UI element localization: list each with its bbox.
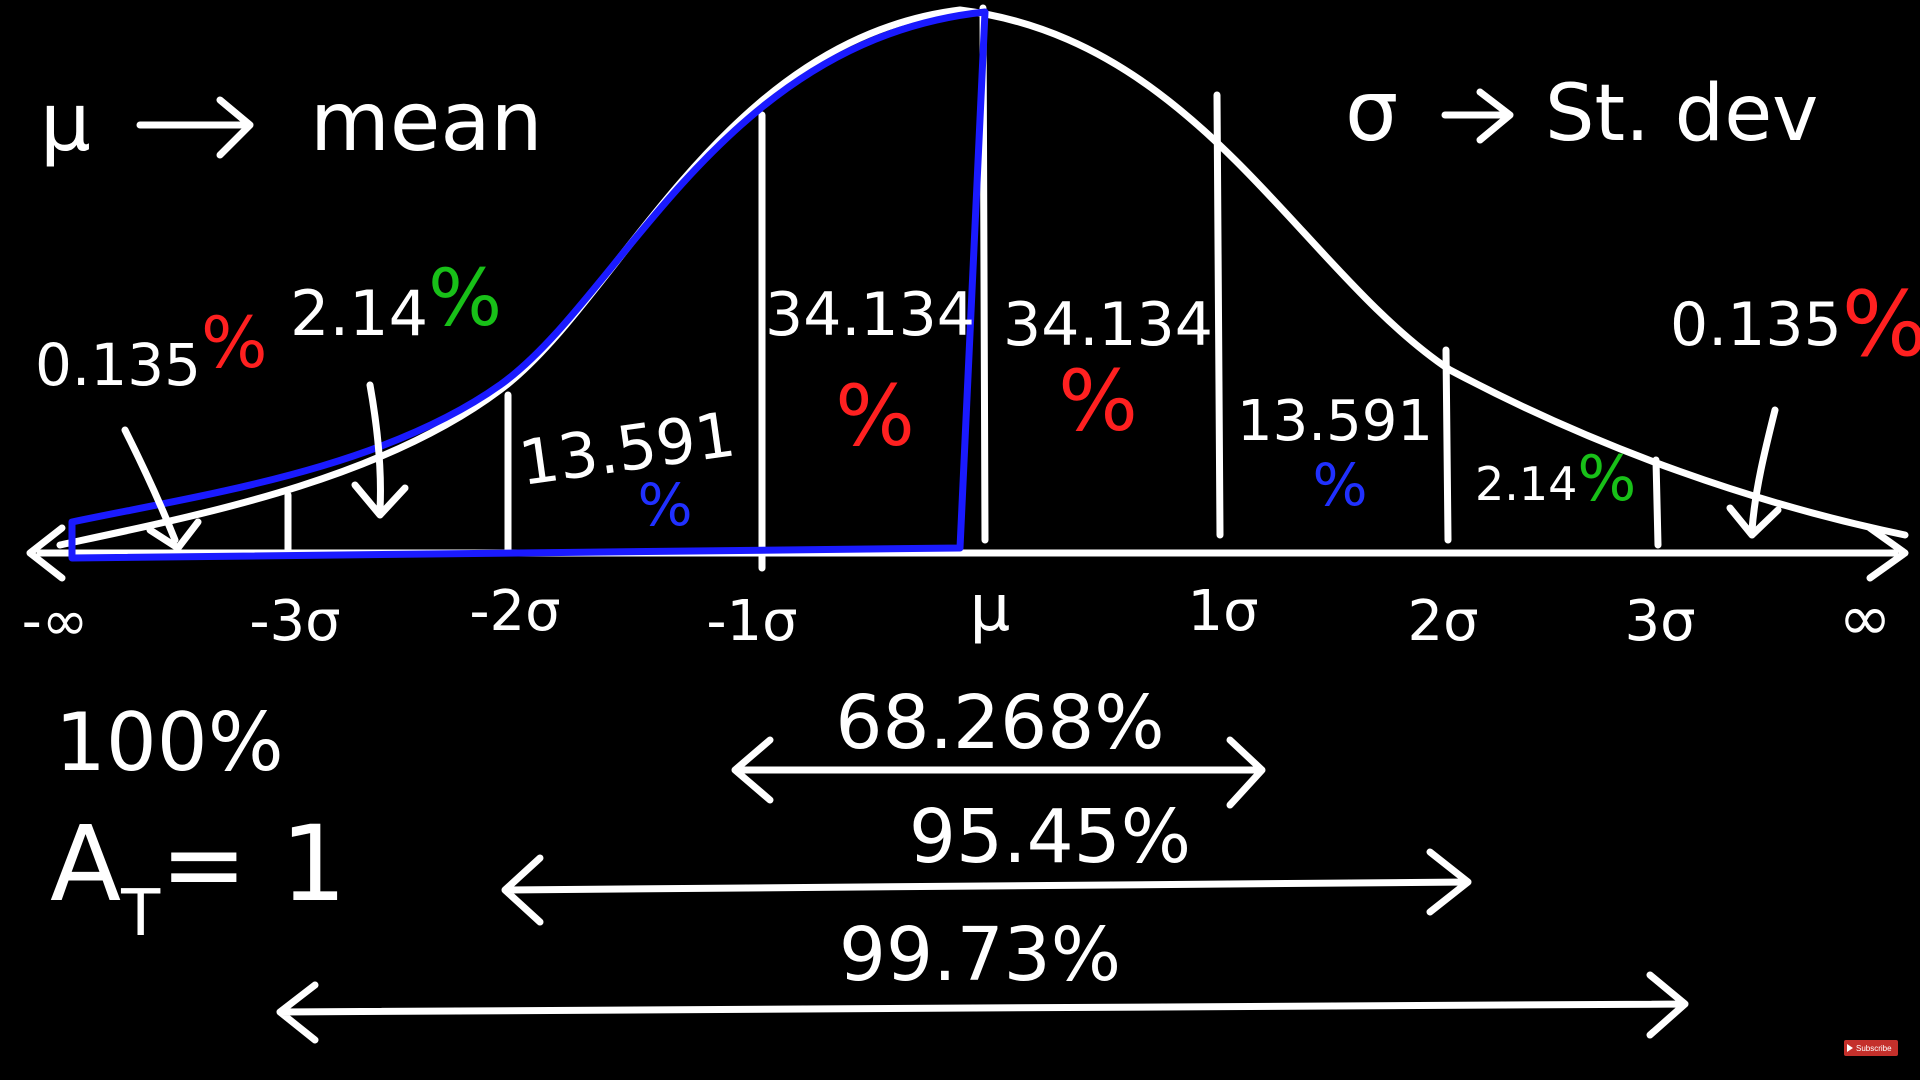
area-value: = 1 bbox=[160, 803, 346, 925]
sigma-symbol: σ bbox=[1345, 62, 1398, 160]
region-unit: % bbox=[428, 254, 502, 344]
region-unit: % bbox=[637, 471, 692, 539]
tick-label-neg-infinity: -∞ bbox=[22, 589, 89, 654]
region-value: 0.135 bbox=[35, 331, 201, 399]
region-value: 13.591 bbox=[515, 397, 740, 499]
double-arrow bbox=[501, 848, 1472, 926]
double-arrow bbox=[276, 971, 1689, 1044]
range-three-sigma: 99.73% bbox=[276, 912, 1689, 1044]
divider-plus3 bbox=[1652, 456, 1662, 549]
area-symbol: A bbox=[50, 803, 121, 925]
region-label-left-34: 34.134 % bbox=[765, 280, 975, 465]
double-arrow bbox=[731, 736, 1266, 809]
play-icon bbox=[1847, 1044, 1853, 1052]
range-label: 99.73% bbox=[839, 912, 1121, 998]
stdev-label: St. dev bbox=[1545, 69, 1818, 159]
svg-text:2.14%: 2.14% bbox=[290, 254, 502, 350]
legend-stdev: σ St. dev bbox=[1345, 62, 1818, 160]
range-label: 95.45% bbox=[909, 794, 1191, 880]
region-value: 34.134 bbox=[1003, 290, 1213, 360]
tick-label-pos1: 1σ bbox=[1187, 579, 1258, 644]
svg-text:0.135%: 0.135% bbox=[35, 302, 268, 399]
region-unit: % bbox=[835, 367, 915, 465]
legend-mean: μ mean bbox=[40, 75, 543, 170]
region-label-right-2: 2.14% bbox=[1475, 442, 1636, 515]
pointer-arrow-left-tail bbox=[121, 426, 202, 552]
region-label-left-2: 2.14% bbox=[290, 254, 502, 350]
bell-curve bbox=[56, 6, 1909, 549]
x-axis-right-arrow bbox=[1866, 524, 1909, 582]
tick-label-neg2: -2σ bbox=[469, 579, 560, 644]
arrow-icon bbox=[136, 96, 254, 159]
region-value: 34.134 bbox=[765, 280, 975, 350]
pointer-arrow-left-second bbox=[351, 381, 409, 519]
tick-label-neg1: -1σ bbox=[706, 589, 797, 654]
range-two-sigma: 95.45% bbox=[501, 794, 1472, 926]
area-subscript: T bbox=[120, 877, 161, 951]
region-label-right-tail: 0.135% bbox=[1670, 272, 1920, 377]
region-label-left-tail: 0.135% bbox=[35, 302, 268, 399]
pointer-arrow-right-tail bbox=[1726, 406, 1782, 539]
tick-label-neg3: -3σ bbox=[249, 589, 340, 654]
region-unit: % bbox=[201, 302, 268, 384]
region-label-left-13: 13.591 % bbox=[515, 397, 740, 539]
region-value: 0.135 bbox=[1670, 290, 1842, 360]
divider-plus1 bbox=[1213, 91, 1224, 539]
highlighted-half-area bbox=[68, 8, 989, 562]
mean-label: mean bbox=[310, 75, 543, 170]
svg-text:0.135%: 0.135% bbox=[1670, 272, 1920, 377]
subscribe-label: Subscribe bbox=[1856, 1043, 1892, 1053]
x-axis-left-arrow bbox=[26, 524, 66, 582]
region-label-right-34: 34.134 % bbox=[1003, 290, 1213, 450]
region-unit: % bbox=[1842, 272, 1920, 377]
region-unit: % bbox=[1058, 352, 1138, 450]
subscribe-badge[interactable]: Subscribe bbox=[1844, 1040, 1898, 1056]
region-unit: % bbox=[1577, 442, 1636, 515]
tick-label-pos2: 2σ bbox=[1407, 589, 1478, 654]
tick-label-pos-infinity: ∞ bbox=[1838, 582, 1891, 656]
region-label-right-13: 13.591 % bbox=[1237, 389, 1433, 519]
region-value: 2.14 bbox=[290, 277, 428, 350]
range-label: 68.268% bbox=[835, 680, 1164, 766]
total-area-equation: AT= 1 bbox=[50, 803, 347, 951]
range-one-sigma: 68.268% bbox=[731, 680, 1266, 809]
region-unit: % bbox=[1312, 451, 1367, 519]
region-value: 13.591 bbox=[1237, 389, 1433, 454]
mu-symbol: μ bbox=[40, 76, 91, 169]
tick-label-pos3: 3σ bbox=[1624, 589, 1695, 654]
arrow-icon bbox=[1441, 88, 1514, 144]
divider-plus2 bbox=[1442, 346, 1452, 544]
tick-label-mean: μ bbox=[970, 572, 1011, 646]
total-percent-label: 100% bbox=[55, 696, 284, 789]
svg-text:2.14%: 2.14% bbox=[1475, 442, 1636, 515]
svg-text:AT= 1: AT= 1 bbox=[50, 803, 347, 951]
region-value: 2.14 bbox=[1475, 457, 1577, 511]
